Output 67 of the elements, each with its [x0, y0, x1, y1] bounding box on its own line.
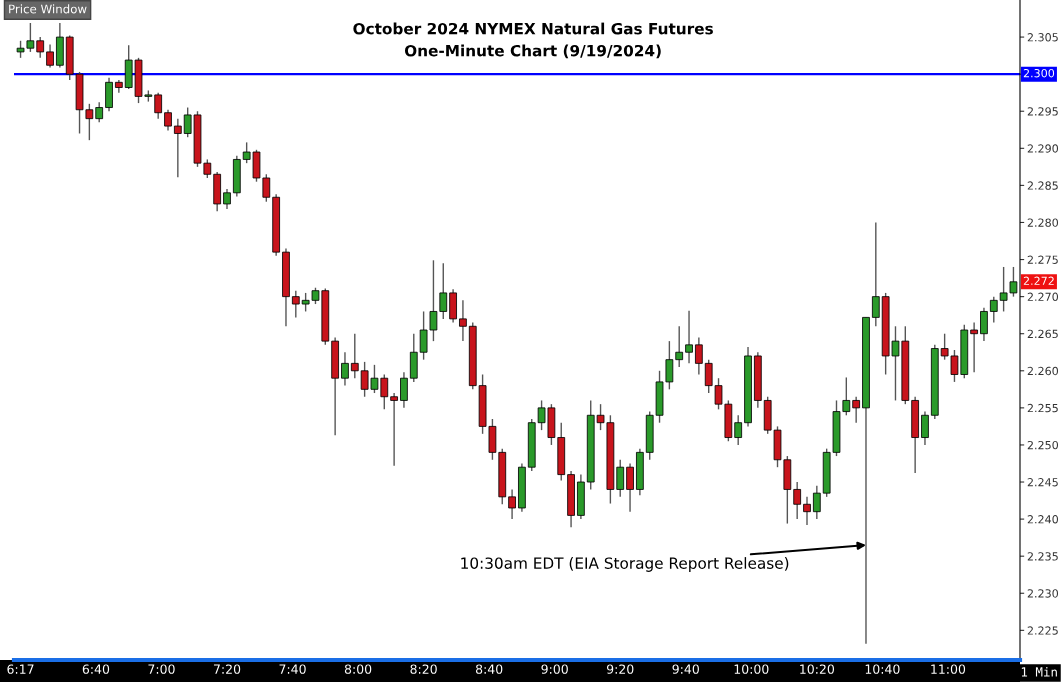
candlestick — [695, 336, 703, 376]
y-tick-label: 2.270 — [1027, 292, 1059, 302]
candlestick — [812, 485, 821, 520]
candlestick — [921, 410, 929, 446]
candlestick — [685, 310, 693, 365]
candlestick — [400, 371, 408, 409]
y-tick-label: 2.295 — [1027, 107, 1058, 116]
candlestick — [390, 392, 398, 467]
candlestick — [989, 295, 998, 324]
candlestick — [803, 496, 811, 526]
candlestick — [223, 188, 231, 210]
y-tick-label: 2.290 — [1027, 144, 1059, 153]
candlestick — [350, 333, 359, 379]
y-tick-label: 2.265 — [1027, 329, 1058, 339]
y-tick-label: 2.250 — [1027, 440, 1059, 450]
annotation: Price Window — [9, 4, 87, 14]
candlestick — [616, 459, 625, 498]
candlestick — [36, 36, 45, 59]
candlestick — [164, 109, 172, 132]
x-tick-label: 8:20 — [410, 664, 437, 674]
text: One-Minute Chart (9/19/2024) — [404, 44, 661, 59]
y-tick-label: 2.260 — [1027, 366, 1059, 376]
y-tick-label: 2.255 — [1027, 403, 1058, 413]
y-tick-label: 2.245 — [1027, 478, 1058, 487]
x-tick-label: 7:00 — [148, 664, 175, 674]
y-tick-label: 2.285 — [1027, 181, 1058, 190]
candlestick — [154, 92, 163, 120]
candlestick — [626, 462, 634, 513]
annotation: 2.272 — [1023, 276, 1054, 285]
x-tick-label: 7:20 — [213, 664, 241, 674]
y-tick-label: 2.280 — [1027, 218, 1059, 227]
x-tick-label: 6:40 — [82, 664, 110, 674]
x-tick-label: 8:00 — [344, 664, 372, 674]
y-tick-label: 2.240 — [1027, 515, 1059, 524]
x-tick-label: 10:00 — [734, 664, 769, 674]
candlestick — [734, 414, 743, 446]
candlestick — [341, 351, 349, 387]
x-tick-label: 9:20 — [606, 664, 634, 674]
text: October 2024 NYMEX Natural Gas Futures — [353, 22, 713, 35]
x-tick-label: 10:20 — [800, 664, 835, 674]
candlestick — [793, 481, 802, 520]
annotation: 10:30am EDT (EIA Storage Report Release) — [461, 557, 789, 572]
x-tick-label: 11:00 — [931, 664, 966, 674]
candlestick — [95, 101, 104, 124]
candlestick — [459, 299, 467, 342]
x-tick-label: 7:40 — [279, 664, 306, 674]
x-tick-label: 8:40 — [475, 664, 503, 674]
y-tick-label: 2.230 — [1027, 589, 1059, 598]
y-tick-label: 2.275 — [1027, 255, 1058, 264]
x-tick-label: 6:17 — [7, 664, 34, 674]
candlestick — [871, 221, 880, 327]
candlestick — [980, 307, 988, 342]
y-tick-label: 2.225 — [1027, 626, 1058, 635]
x-tick-label: 9:40 — [672, 664, 699, 674]
candlestick — [852, 396, 861, 424]
y-tick-label: 2.235 — [1027, 552, 1058, 561]
text: 1 Min — [1021, 666, 1057, 677]
x-tick-label: 9:00 — [541, 664, 568, 674]
x-tick-label: 10:40 — [865, 664, 900, 674]
candlestick — [970, 321, 978, 373]
candlestick — [46, 43, 54, 69]
candlestick — [508, 488, 516, 520]
candlestick — [675, 325, 684, 368]
ref-line-label: 2.300 — [1023, 68, 1055, 78]
y-tick-label: 2.305 — [1027, 33, 1058, 42]
candlestick — [173, 117, 182, 178]
candlestick — [291, 290, 300, 319]
